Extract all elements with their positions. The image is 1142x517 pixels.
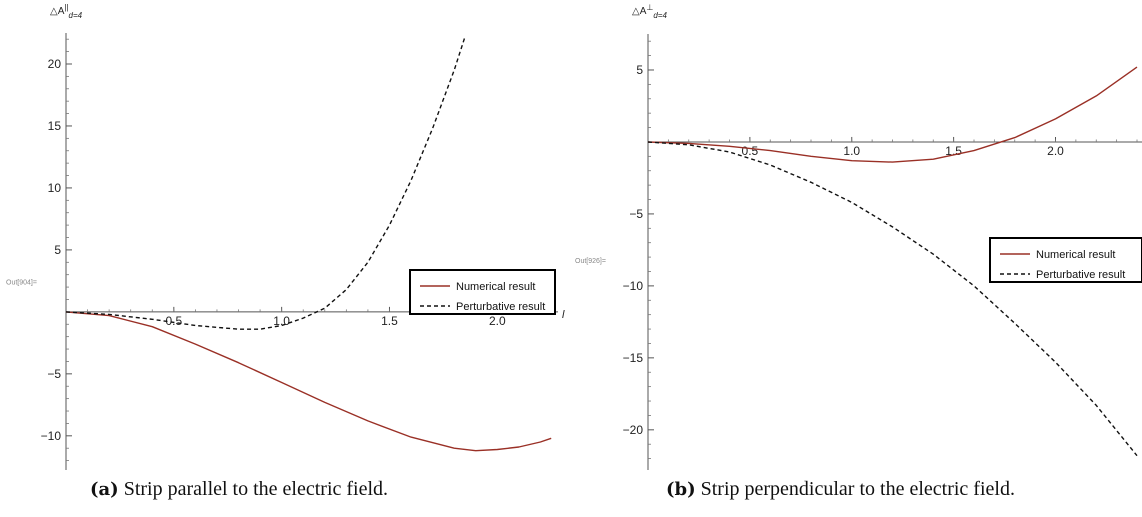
chart-a-x-tick-label: 1.5: [381, 314, 398, 328]
chart-a-y-tick-label: −5: [47, 367, 61, 381]
chart-b-x-tick-label: 2.0: [1047, 144, 1064, 158]
chart-b-series-numerical-line: [647, 66, 1138, 163]
chart-parallel: 0.5 1.0 1.5 2.0 20 15 10 5 −5 −10 △A||d=4 l Out[904]…: [6, 3, 565, 470]
chart-perpendicular: 0.51.01.52.02.5−5−10−15−20△A⊥d=4Out[926]…: [575, 3, 1142, 470]
chart-a-x-axis-label: l: [562, 309, 565, 321]
chart-a-y-tick-label: 10: [48, 181, 62, 195]
chart-a-out-label: Out[904]=: [6, 280, 37, 287]
chart-b-legend-label: Perturbative result: [1036, 269, 1125, 281]
caption-a-tag: (a): [90, 479, 119, 500]
chart-a-y-tick-label: 5: [54, 243, 61, 257]
chart-b-x-tick-label: 1.0: [843, 144, 860, 158]
chart-b-y-tick-label: −10: [623, 279, 644, 293]
caption-a-text: Strip parallel to the electric field.: [123, 478, 389, 500]
caption-b-tag: (b): [666, 479, 696, 500]
chart-b-y-axis-label: △A⊥d=4: [632, 3, 667, 20]
chart-a-y-axis-label: △A||d=4: [50, 3, 83, 20]
chart-b-out-label: Out[926]=: [575, 258, 606, 265]
chart-b-legend-label: Numerical result: [1036, 249, 1115, 261]
chart-a-series-numerical-line: [65, 311, 552, 452]
chart-b-y-tick-label: 5: [636, 63, 643, 77]
chart-b-y-tick-label: −15: [623, 351, 644, 365]
caption-a: (a) Strip parallel to the electric field…: [90, 478, 388, 501]
chart-b-x-tick-label: 0.5: [742, 144, 759, 158]
chart-a-legend-label: Perturbative result: [456, 301, 545, 313]
chart-a-x-tick-label: 2.0: [489, 314, 506, 328]
chart-b-y-tick-label: −5: [629, 207, 643, 221]
chart-a-series-perturbative-line: [65, 36, 466, 330]
chart-a-x-tick-label: 0.5: [165, 314, 182, 328]
caption-b: (b) Strip perpendicular to the electric …: [666, 478, 1015, 501]
caption-b-text: Strip perpendicular to the electric fiel…: [700, 478, 1015, 500]
chart-a-y-tick-label: −10: [41, 429, 62, 443]
chart-a-x-tick-label: 1.0: [273, 314, 290, 328]
chart-b-y-tick-label: −20: [623, 423, 644, 437]
chart-a-y-tick-label: 20: [48, 57, 62, 71]
chart-a-legend-label: Numerical result: [456, 281, 535, 293]
chart-a-y-tick-label: 15: [48, 119, 62, 133]
chart-b-series-perturbative-line: [647, 141, 1138, 457]
